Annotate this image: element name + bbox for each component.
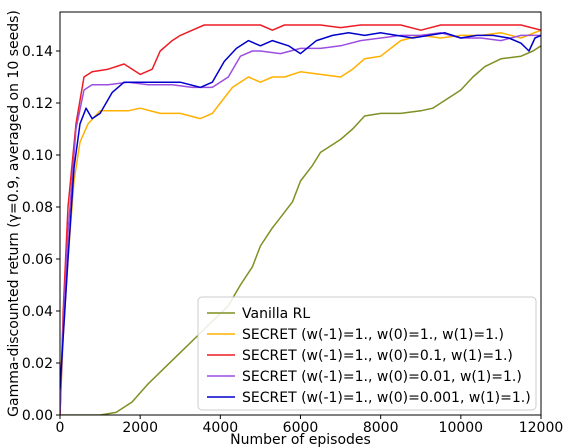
y-tick-label: 0.10 [22, 148, 53, 164]
series-line-3 [60, 24, 541, 415]
x-tick-label: 6000 [283, 420, 319, 436]
legend-entry-label: SECRET (w(-1)=1., w(0)=0.1, w(1)=1.) [242, 348, 513, 364]
legend-entry-label: SECRET (w(-1)=1., w(0)=0.01, w(1)=1.) [242, 369, 522, 385]
y-tick-label: 0.04 [22, 304, 53, 320]
y-tick-label: 0.02 [22, 356, 53, 372]
x-tick-label: 8000 [363, 420, 399, 436]
y-tick-label: 0.14 [22, 44, 53, 60]
y-tick-label: 0.00 [22, 408, 53, 424]
legend-entry-label: SECRET (w(-1)=1., w(0)=1., w(1)=1.) [242, 327, 504, 343]
y-axis: 0.00 0.02 0.04 0.06 0.08 0.10 0.12 0.14 [22, 44, 60, 424]
y-axis-label: Gamma-discounted return (γ=0.9, averaged… [6, 10, 22, 417]
x-tick-label: 12000 [519, 420, 564, 436]
legend: Vanilla RL SECRET (w(-1)=1., w(0)=1., w(1… [197, 296, 537, 411]
x-tick-label: 10000 [439, 420, 484, 436]
x-tick-label: 0 [56, 420, 65, 436]
y-tick-label: 0.06 [22, 252, 53, 268]
series-line-1 [60, 45, 541, 415]
x-tick-label: 4000 [203, 420, 239, 436]
x-axis-label: Number of episodes [230, 432, 371, 447]
series-line-5 [60, 32, 541, 390]
legend-entry-label: Vanilla RL [242, 306, 310, 322]
legend-box [197, 296, 537, 411]
y-tick-label: 0.08 [22, 200, 53, 216]
x-axis: 0 2000 4000 6000 8000 10000 12000 [56, 415, 564, 436]
y-tick-label: 0.12 [22, 96, 53, 112]
legend-entry-label: SECRET (w(-1)=1., w(0)=0.001, w(1)=1.) [242, 390, 531, 406]
series-layer [60, 24, 541, 415]
x-tick-label: 2000 [122, 420, 158, 436]
